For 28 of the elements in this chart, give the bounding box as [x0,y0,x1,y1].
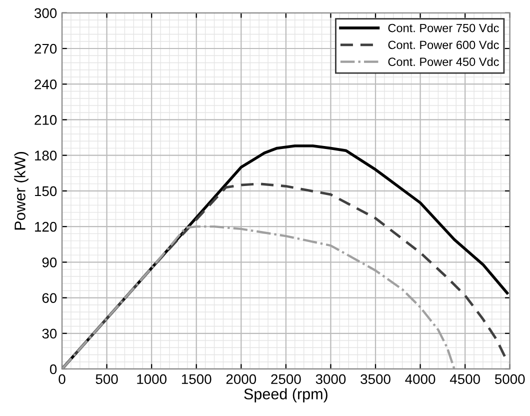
y-tick-label: 300 [34,8,57,18]
y-tick-label: 180 [35,150,57,161]
legend-label: Cont. Power 750 Vdc [388,24,499,32]
x-tick-label: 4500 [450,374,480,384]
x-tick-label: 3000 [316,374,346,384]
y-tick-label: 90 [42,257,57,268]
y-tick-label: 60 [42,293,57,303]
x-tick-label: 4000 [405,374,436,384]
line-series [62,225,456,369]
x-tick-label: 0 [58,374,66,384]
x-tick-label: 3500 [360,374,390,384]
y-tick-label: 0 [50,364,57,374]
legend-label: Cont. Power 450 Vdc [388,57,499,66]
y-tick-label: 30 [42,328,57,339]
x-tick-label: 2500 [271,374,301,384]
legend-label: Cont. Power 600 Vdc [388,40,499,50]
x-axis-title: Speed (rpm) [244,388,328,402]
x-tick-label: 5000 [494,374,525,384]
x-tick-label: 2000 [226,374,256,384]
x-tick-label: 1500 [182,374,212,384]
y-tick-label: 210 [34,115,57,125]
y-tick-label: 150 [35,186,57,196]
y-tick-label: 270 [34,44,57,54]
x-tick-label: 1000 [137,374,166,384]
y-tick-label: 240 [34,79,57,90]
y-tick-label: 120 [35,222,57,232]
x-tick-label: 500 [96,374,118,384]
y-axis-title: Power (kW) [14,152,28,230]
